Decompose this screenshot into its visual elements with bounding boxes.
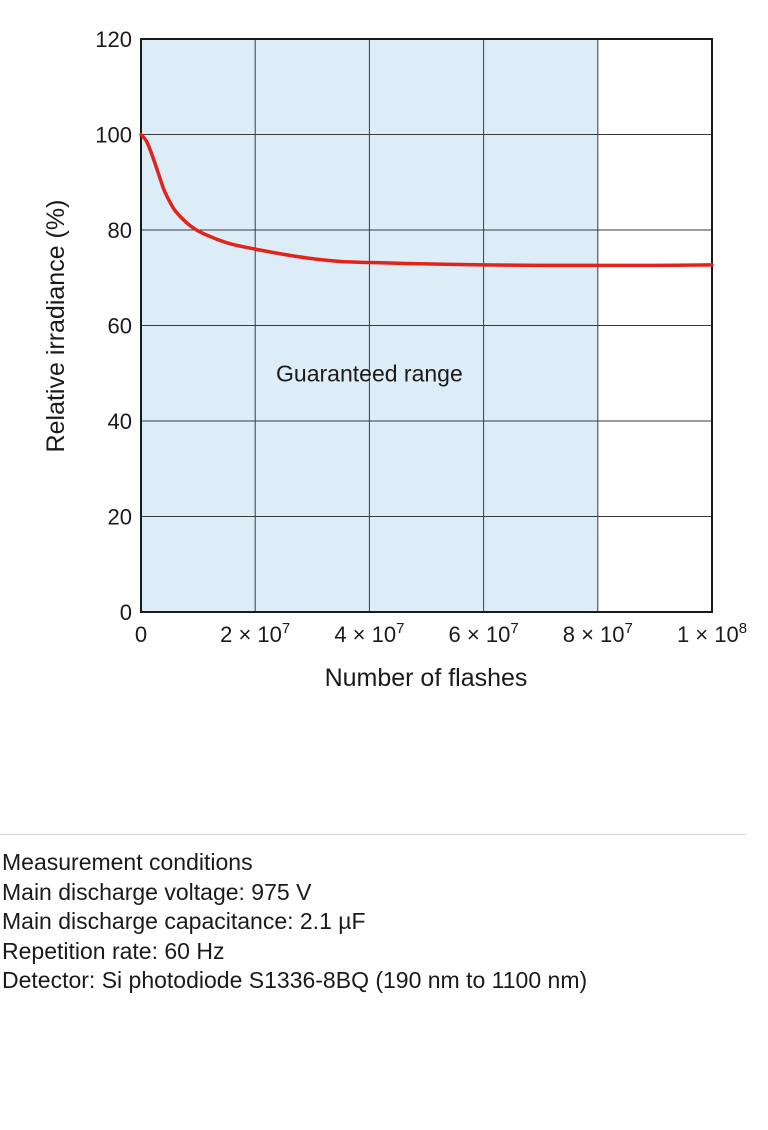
y-tick-label: 120 — [95, 27, 132, 52]
x-tick-label: 4 × 107 — [334, 620, 404, 647]
x-tick-labels: 0 2 × 107 4 × 107 6 × 107 8 × 107 1 × 108 — [135, 620, 747, 647]
y-tick-label: 80 — [108, 218, 132, 243]
y-tick-label: 40 — [108, 409, 132, 434]
irradiance-series-line — [139, 132, 714, 268]
condition-repetition-rate: Repetition rate: 60 Hz — [2, 937, 225, 964]
y-tick-label: 20 — [108, 505, 132, 530]
x-axis-title: Number of flashes — [325, 664, 528, 692]
x-tick-label: 8 × 107 — [563, 620, 633, 647]
y-tick-label: 60 — [108, 314, 132, 339]
x-tick-label: 6 × 107 — [449, 620, 519, 647]
y-tick-label: 100 — [95, 123, 132, 148]
measurement-conditions: Measurement conditions Main discharge vo… — [2, 848, 587, 996]
x-tick-label: 2 × 107 — [220, 620, 290, 647]
condition-voltage: Main discharge voltage: 975 V — [2, 878, 312, 905]
condition-capacitance: Main discharge capacitance: 2.1 µF — [2, 908, 366, 934]
y-tick-label: 0 — [120, 600, 132, 625]
plot-frame — [140, 38, 713, 613]
grid-lines — [140, 38, 713, 613]
x-tick-label: 1 × 108 — [677, 620, 747, 647]
y-tick-labels: 0 20 40 60 80 100 120 — [95, 27, 132, 625]
section-divider — [0, 834, 746, 835]
guaranteed-range-label: Guaranteed range — [276, 360, 463, 386]
chart: 0 20 40 60 80 100 120 0 2 × 107 4 × 107 6 × 107 8 … — [42, 27, 747, 692]
y-axis-title: Relative irradiance (%) — [42, 200, 70, 453]
conditions-title: Measurement conditions — [2, 849, 253, 875]
x-tick-label: 0 — [135, 622, 147, 647]
condition-detector: Detector: Si photodiode S1336-8BQ (190 n… — [2, 967, 588, 993]
